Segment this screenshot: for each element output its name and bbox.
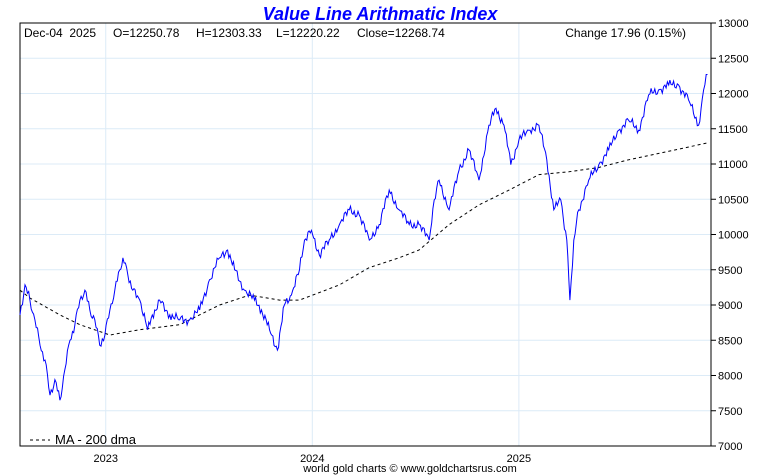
- footer-credit: world gold charts © www.goldchartsrus.co…: [302, 463, 517, 475]
- y-tick-label: 7000: [718, 441, 742, 453]
- y-tick-label: 10500: [718, 194, 749, 206]
- info-change: Change 17.96 (0.15%): [565, 26, 686, 40]
- x-tick-label: 2025: [507, 453, 531, 465]
- chart-title: Value Line Arithmatic Index: [263, 4, 499, 24]
- y-axis: 7000 7500 8000 8500 9000 9500 10000 10500 11000 1…: [711, 18, 749, 453]
- x-axis: 2023 2024 2025: [93, 453, 531, 465]
- y-tick-label: 8500: [718, 335, 742, 347]
- ma-200-line: [19, 142, 708, 336]
- y-tick-label: 10000: [718, 230, 749, 242]
- y-tick-label: 9500: [718, 265, 742, 277]
- info-date: Dec-04 2025: [24, 26, 96, 40]
- x-tick-label: 2024: [300, 453, 324, 465]
- y-tick-label: 9000: [718, 300, 742, 312]
- grid: [20, 23, 711, 446]
- info-low: L=12220.22: [276, 26, 340, 40]
- info-close: Close=12268.74: [357, 26, 445, 40]
- y-tick-label: 13000: [718, 18, 749, 30]
- price-line: [19, 74, 708, 401]
- y-tick-label: 8000: [718, 371, 742, 383]
- y-tick-label: 11500: [718, 124, 748, 136]
- x-tick-label: 2023: [93, 453, 117, 465]
- info-open: O=12250.78: [113, 26, 180, 40]
- legend-ma-label: MA - 200 dma: [55, 432, 137, 447]
- y-tick-label: 12500: [718, 53, 749, 65]
- y-tick-label: 7500: [718, 406, 742, 418]
- info-high: H=12303.33: [196, 26, 262, 40]
- y-tick-label: 11000: [718, 159, 748, 171]
- y-tick-label: 12000: [718, 89, 749, 101]
